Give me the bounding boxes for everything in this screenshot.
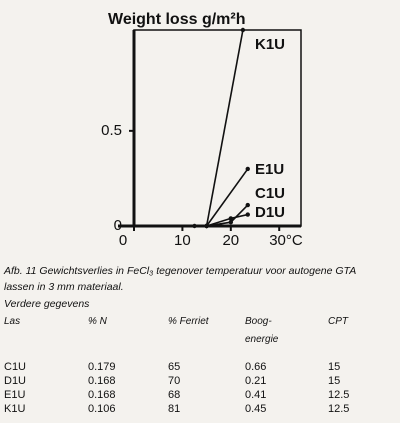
- series-line: [194, 213, 248, 227]
- y-tick-label: 0.5: [101, 122, 122, 139]
- subheading: Verdere gegevens: [4, 298, 90, 310]
- table-cell: 12.5: [328, 403, 350, 415]
- series-label: K1U: [255, 36, 285, 53]
- chart-title: Weight loss g/m²h: [108, 11, 245, 28]
- table-cell: E1U: [4, 389, 26, 401]
- x-tick-label: 30°C: [269, 232, 303, 249]
- table-cell: K1U: [4, 403, 26, 415]
- series-line: [205, 29, 244, 227]
- table-cell: 0.66: [245, 361, 267, 373]
- data-point: [245, 212, 250, 217]
- table-cell: 0.106: [88, 403, 116, 415]
- table-header: % N: [88, 316, 107, 327]
- data-point: [228, 216, 234, 221]
- data-point: [240, 27, 246, 33]
- table-cell: 0.168: [88, 389, 116, 401]
- data-point: [192, 223, 197, 229]
- table-header: Boog- energie: [245, 316, 279, 345]
- table-cell: D1U: [4, 375, 27, 387]
- x-tick-label: 10: [174, 232, 191, 249]
- table-cell: 81: [168, 403, 181, 415]
- table-cell: C1U: [4, 361, 27, 373]
- data-point: [228, 219, 234, 225]
- table-cell: 65: [168, 361, 181, 373]
- table-header: Las: [4, 316, 21, 327]
- table-cell: 0.41: [245, 389, 267, 401]
- table-header: % Ferriet: [168, 316, 209, 327]
- x-tick-label: 20: [222, 232, 239, 249]
- table-cell: 70: [168, 375, 181, 387]
- series-label: C1U: [255, 185, 285, 202]
- caption: Afb. 11 Gewichtsverlies in FeCl₃ tegenov…: [4, 265, 356, 293]
- table-cell: 0.21: [245, 375, 267, 387]
- data-point: [245, 166, 250, 172]
- data-point: [245, 202, 250, 208]
- table-cell: 15: [328, 375, 341, 387]
- series-label: E1U: [255, 161, 284, 178]
- series-label: D1U: [255, 204, 285, 221]
- x-tick-label: 0: [119, 232, 127, 249]
- chart: Weight loss g/m²h 0 0.5 0 10 20 30°C K1U E1U C1U…: [101, 11, 303, 249]
- table-cell: 0.168: [88, 375, 116, 387]
- y-tick-label: 0: [114, 217, 122, 234]
- table-cell: 68: [168, 389, 181, 401]
- table-header: CPT: [328, 316, 348, 327]
- table-cell: 0.179: [88, 361, 116, 373]
- table-cell: 12.5: [328, 389, 350, 401]
- table-cell: 0.45: [245, 403, 267, 415]
- series-line: [205, 168, 249, 227]
- table-cell: 15: [328, 361, 341, 373]
- data-point: [204, 223, 209, 229]
